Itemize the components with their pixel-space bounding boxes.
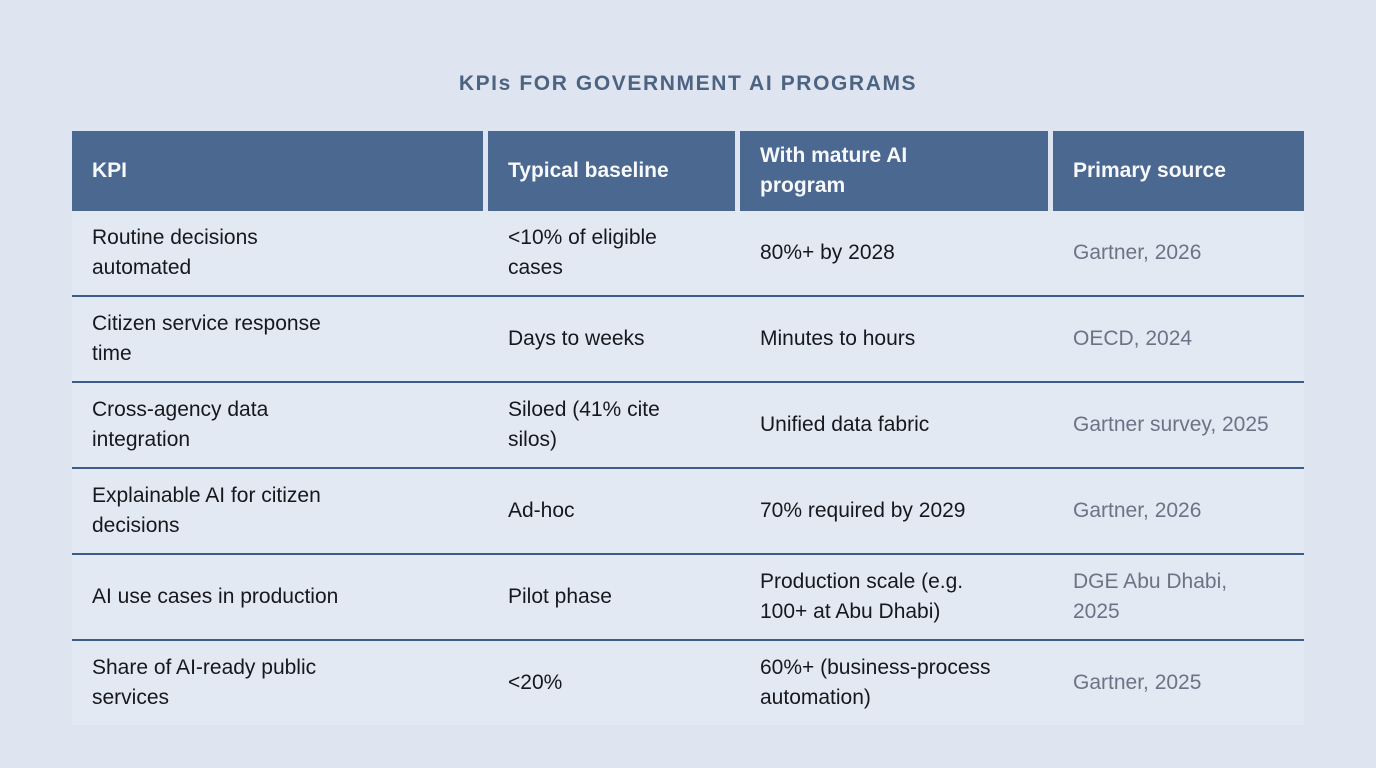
cell-text: AI use cases in production [92, 584, 339, 608]
cell-with-mature-ai-program: Minutes to hours [740, 297, 1048, 381]
cell-text: Gartner, 2025 [1073, 670, 1202, 694]
cell-text: Gartner, 2026 [1073, 498, 1202, 522]
cell-primary-source: Gartner survey, 2025 [1053, 383, 1304, 467]
cell-with-mature-ai-program: 80%+ by 2028 [740, 211, 1048, 295]
kpi-table: KPI Typical baseline With mature AI prog… [72, 131, 1304, 725]
cell-typical-baseline: Days to weeks [488, 297, 735, 381]
cell-text: <20% [508, 670, 563, 694]
cell-typical-baseline: <20% [488, 641, 735, 725]
cell-with-mature-ai-program: 70% required by 2029 [740, 469, 1048, 553]
column-header-typical-baseline: Typical baseline [488, 131, 735, 211]
cell-primary-source: OECD, 2024 [1053, 297, 1304, 381]
cell-primary-source: Gartner, 2026 [1053, 211, 1304, 295]
table-row: Explainable AI for citizen decisions Ad-… [72, 469, 1304, 555]
cell-text: Minutes to hours [760, 326, 916, 350]
cell-kpi: Share of AI-ready public services [72, 641, 483, 725]
cell-with-mature-ai-program: Production scale (e.g. 100+ at Abu Dhabi… [740, 555, 1048, 639]
cell-primary-source: Gartner, 2025 [1053, 641, 1304, 725]
cell-text: 80%+ by 2028 [760, 240, 895, 264]
cell-kpi: AI use cases in production [72, 555, 483, 639]
cell-text: 70% required by 2029 [760, 498, 966, 522]
cell-with-mature-ai-program: Unified data fabric [740, 383, 1048, 467]
cell-text: Gartner survey, 2025 [1073, 412, 1269, 436]
cell-text: 60%+ (business-process automation) [760, 655, 991, 709]
table-row: AI use cases in production Pilot phase P… [72, 555, 1304, 641]
column-header-kpi: KPI [72, 131, 483, 211]
table-header-row: KPI Typical baseline With mature AI prog… [72, 131, 1304, 211]
table-row: Cross-agency data integration Siloed (41… [72, 383, 1304, 469]
cell-text: Siloed (41% cite silos) [508, 397, 660, 451]
cell-typical-baseline: Pilot phase [488, 555, 735, 639]
table-row: Share of AI-ready public services <20% 6… [72, 641, 1304, 725]
cell-with-mature-ai-program: 60%+ (business-process automation) [740, 641, 1048, 725]
cell-kpi: Explainable AI for citizen decisions [72, 469, 483, 553]
table-row: Citizen service response time Days to we… [72, 297, 1304, 383]
cell-primary-source: DGE Abu Dhabi, 2025 [1053, 555, 1304, 639]
column-header-label: With mature AI program [760, 143, 908, 197]
cell-text: DGE Abu Dhabi, 2025 [1073, 569, 1228, 623]
cell-text: OECD, 2024 [1073, 326, 1193, 350]
cell-text: Ad-hoc [508, 498, 575, 522]
cell-text: Gartner, 2026 [1073, 240, 1202, 264]
page-title: KPIs FOR GOVERNMENT AI PROGRAMS [458, 72, 918, 95]
cell-kpi: Cross-agency data integration [72, 383, 483, 467]
cell-text: Explainable AI for citizen decisions [92, 483, 321, 537]
cell-typical-baseline: <10% of eligible cases [488, 211, 735, 295]
cell-text: Share of AI-ready public services [92, 655, 317, 709]
column-header-label: KPI [92, 158, 128, 182]
cell-kpi: Routine decisions automated [72, 211, 483, 295]
cell-typical-baseline: Ad-hoc [488, 469, 735, 553]
column-header-label: Primary source [1073, 158, 1226, 182]
cell-text: <10% of eligible cases [508, 225, 657, 279]
column-header-label: Typical baseline [508, 158, 669, 182]
cell-text: Production scale (e.g. 100+ at Abu Dhabi… [760, 569, 964, 623]
cell-text: Pilot phase [508, 584, 612, 608]
column-header-primary-source: Primary source [1053, 131, 1304, 211]
cell-typical-baseline: Siloed (41% cite silos) [488, 383, 735, 467]
cell-primary-source: Gartner, 2026 [1053, 469, 1304, 553]
cell-text: Days to weeks [508, 326, 645, 350]
cell-text: Cross-agency data integration [92, 397, 269, 451]
cell-kpi: Citizen service response time [72, 297, 483, 381]
table-body: Routine decisions automated <10% of elig… [72, 211, 1304, 725]
cell-text: Routine decisions automated [92, 225, 258, 279]
column-header-with-mature-ai-program: With mature AI program [740, 131, 1048, 211]
cell-text: Unified data fabric [760, 412, 930, 436]
cell-text: Citizen service response time [92, 311, 321, 365]
table-row: Routine decisions automated <10% of elig… [72, 211, 1304, 297]
